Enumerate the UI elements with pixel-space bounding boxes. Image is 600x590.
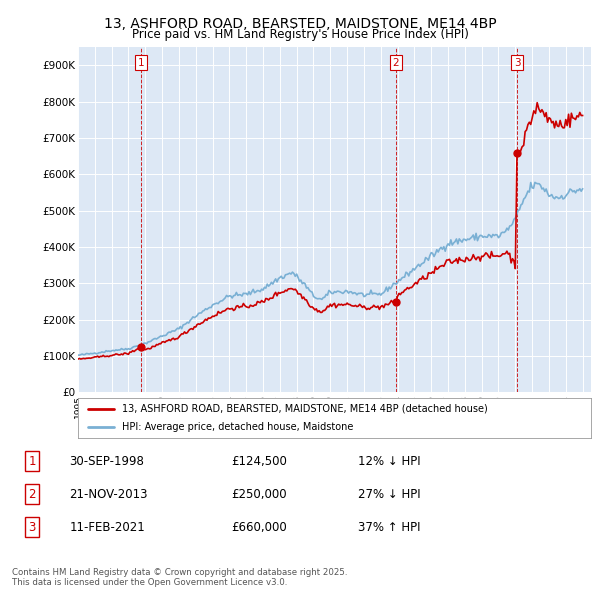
Text: 21-NOV-2013: 21-NOV-2013: [70, 487, 148, 501]
Text: £250,000: £250,000: [231, 487, 287, 501]
Text: £124,500: £124,500: [231, 454, 287, 468]
Text: 12% ↓ HPI: 12% ↓ HPI: [358, 454, 420, 468]
Text: Contains HM Land Registry data © Crown copyright and database right 2025.
This d: Contains HM Land Registry data © Crown c…: [12, 568, 347, 587]
Text: 13, ASHFORD ROAD, BEARSTED, MAIDSTONE, ME14 4BP (detached house): 13, ASHFORD ROAD, BEARSTED, MAIDSTONE, M…: [122, 404, 487, 414]
Text: 3: 3: [514, 58, 520, 67]
Text: 27% ↓ HPI: 27% ↓ HPI: [358, 487, 420, 501]
Text: HPI: Average price, detached house, Maidstone: HPI: Average price, detached house, Maid…: [122, 421, 353, 431]
Text: 30-SEP-1998: 30-SEP-1998: [70, 454, 145, 468]
Text: 13, ASHFORD ROAD, BEARSTED, MAIDSTONE, ME14 4BP: 13, ASHFORD ROAD, BEARSTED, MAIDSTONE, M…: [104, 17, 496, 31]
Text: 1: 1: [28, 454, 36, 468]
Text: 3: 3: [28, 520, 36, 534]
Text: £660,000: £660,000: [231, 520, 287, 534]
Text: 1: 1: [138, 58, 145, 67]
Text: 2: 2: [28, 487, 36, 501]
Text: 2: 2: [392, 58, 399, 67]
Text: 11-FEB-2021: 11-FEB-2021: [70, 520, 145, 534]
Text: 37% ↑ HPI: 37% ↑ HPI: [358, 520, 420, 534]
Text: Price paid vs. HM Land Registry's House Price Index (HPI): Price paid vs. HM Land Registry's House …: [131, 28, 469, 41]
